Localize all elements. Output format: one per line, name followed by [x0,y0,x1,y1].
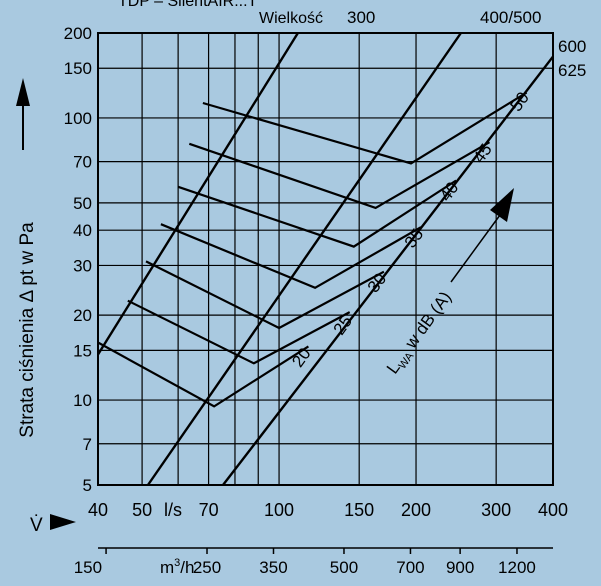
size-label-600: 600 [558,37,586,56]
size-line-400-500 [146,32,462,486]
x-tick-label-m3h: 1200 [498,558,536,577]
lwa-curve-35 [160,223,422,290]
lwa-label-45: 45 [469,140,495,166]
lwa-curve-30 [145,260,385,330]
y-tick-label: 7 [83,435,92,454]
size-line-300 [96,32,299,356]
y-tick-label: 5 [83,476,92,495]
axis-ticks: 5 7 10 15 20 30 40 50 70 100 150 200 40 50 70 100 150 200… [64,24,568,577]
x-tick-label-ls: 100 [264,500,294,520]
size-label-625: 625 [558,61,586,80]
lwa-arrow-shaft [450,214,501,283]
lwa-arrow-head [490,188,514,222]
x-tick-label-ls: 70 [199,500,219,520]
y-tick-label: 50 [73,194,92,213]
size-series-title: Wielkość [259,10,323,27]
y-tick-label: 200 [64,24,92,43]
lwa-curves [97,91,528,408]
x-tick-label-m3h: 500 [330,558,358,577]
y-tick-label: 30 [73,256,92,275]
x-tick-label-ls: 50 [132,500,152,520]
lwa-label-20: 20 [288,344,314,370]
y-tick-label: 150 [64,59,92,78]
x-unit-m3h: m3/h [160,557,194,577]
y-tick-label: 70 [73,153,92,172]
lwa-curve-40 [177,179,457,248]
x-axis-symbol: V̇ [30,515,43,536]
size-label-400-500: 400/500 [480,8,541,27]
lwa-curve-45 [188,141,491,210]
y-axis-arrow-head [16,78,30,106]
x-tick-label-m3h: 900 [446,558,474,577]
partial-title: TDP – SilentAIR...T [118,0,258,10]
y-tick-label: 40 [73,221,92,240]
size-line-600 [222,55,554,486]
lwa-curve-20 [97,341,309,408]
x-tick-label-m3h: 250 [193,558,221,577]
lwa-label: LWA w dB (A) [383,288,458,379]
x-tick-label-m3h: 350 [259,558,287,577]
lwa-curve-50 [202,91,528,165]
x-unit-ls: l/s [164,500,182,520]
x-tick-label-ls: 200 [401,500,431,520]
x-tick-label-ls: 150 [344,500,374,520]
y-tick-label: 20 [73,306,92,325]
size-lines [96,32,554,486]
x-tick-label-ls: 40 [88,500,108,520]
x-tick-label-ls: 300 [481,500,511,520]
x-tick-label-ls: 400 [538,500,568,520]
y-tick-label: 10 [73,391,92,410]
grid [97,32,554,486]
x-tick-label-m3h: 700 [396,558,424,577]
y-tick-label: 100 [64,109,92,128]
lwa-curve-25 [127,299,351,365]
x-tick-label-m3h: 150 [74,558,102,577]
lwa-label-40: 40 [436,178,462,204]
y-tick-label: 15 [73,341,92,360]
plot-frame [97,32,554,486]
size-label-300: 300 [347,8,375,27]
x-axis-arrow [50,514,76,530]
y-axis-label: Strata ciśnienia Δ pt w Pa [17,222,38,438]
